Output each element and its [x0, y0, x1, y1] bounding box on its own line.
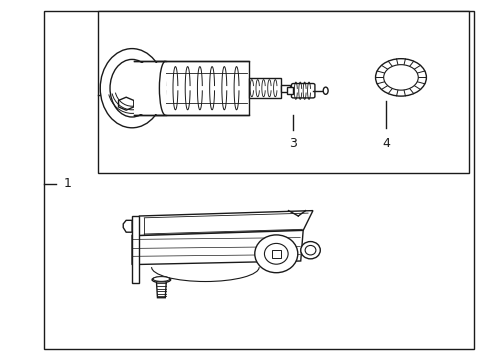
- Text: 2: 2: [112, 89, 120, 102]
- Polygon shape: [118, 97, 134, 110]
- Ellipse shape: [383, 65, 417, 90]
- Ellipse shape: [375, 59, 426, 96]
- FancyBboxPatch shape: [281, 85, 289, 92]
- Bar: [271, 250, 280, 258]
- Ellipse shape: [300, 242, 320, 259]
- FancyBboxPatch shape: [286, 87, 293, 94]
- Ellipse shape: [153, 276, 169, 282]
- Ellipse shape: [100, 49, 163, 128]
- Polygon shape: [132, 216, 139, 283]
- Ellipse shape: [323, 87, 327, 94]
- Polygon shape: [132, 230, 303, 265]
- FancyBboxPatch shape: [134, 61, 249, 115]
- Ellipse shape: [392, 72, 408, 83]
- Text: 4: 4: [382, 137, 389, 150]
- Ellipse shape: [110, 59, 154, 117]
- Bar: [98, 11, 468, 173]
- Ellipse shape: [152, 277, 170, 283]
- Text: 3: 3: [289, 137, 297, 150]
- Polygon shape: [132, 211, 312, 236]
- Polygon shape: [123, 220, 132, 232]
- FancyBboxPatch shape: [134, 63, 165, 114]
- FancyBboxPatch shape: [291, 84, 314, 98]
- Bar: [44, 11, 473, 349]
- Ellipse shape: [305, 246, 315, 255]
- Text: 1: 1: [63, 177, 71, 190]
- FancyBboxPatch shape: [249, 78, 281, 98]
- Ellipse shape: [254, 235, 297, 273]
- Ellipse shape: [264, 243, 287, 264]
- Polygon shape: [156, 282, 166, 298]
